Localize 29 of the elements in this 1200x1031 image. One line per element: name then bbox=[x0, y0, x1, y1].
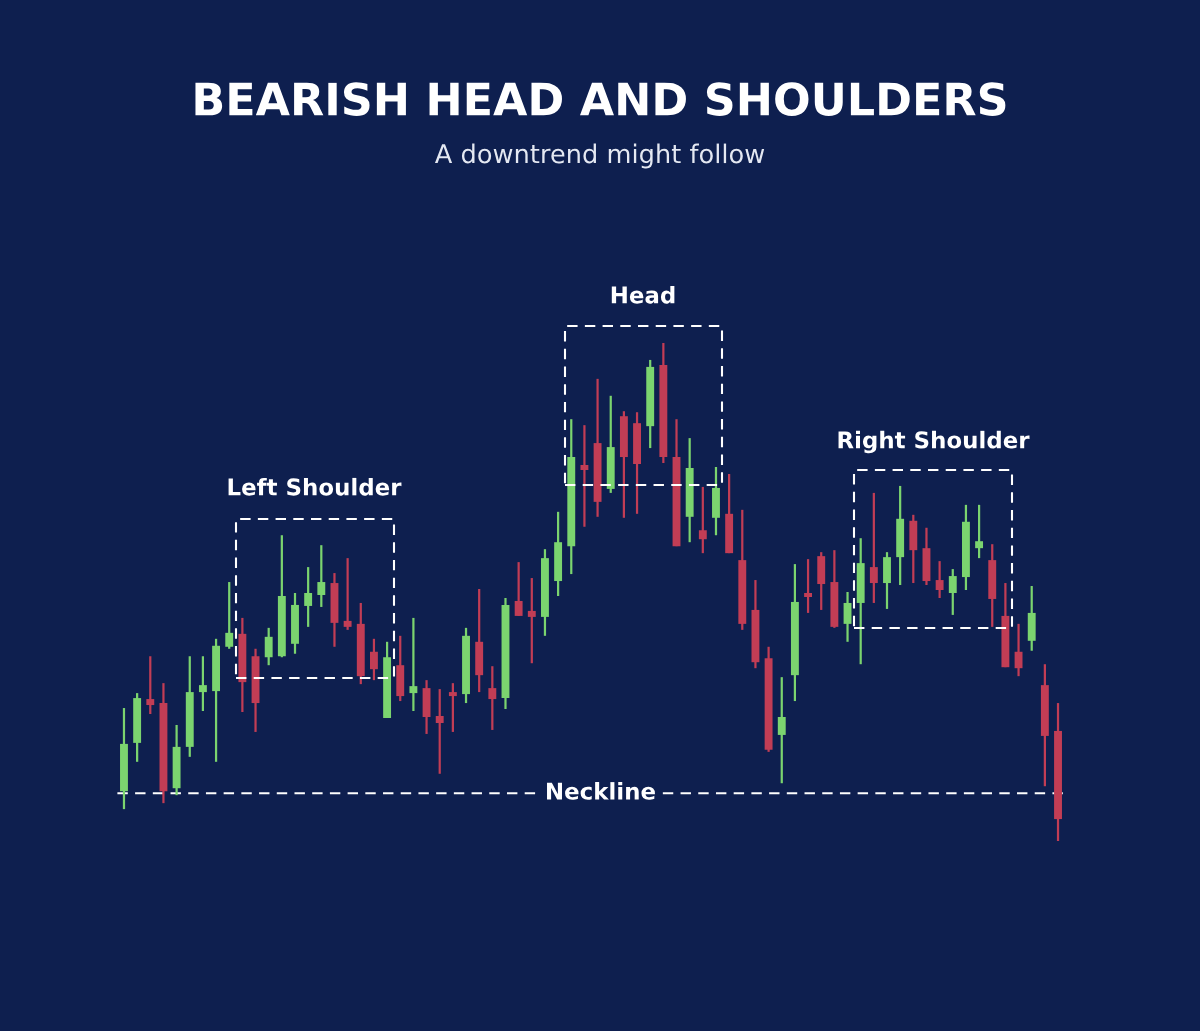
text: Head bbox=[611, 285, 675, 304]
candlestick bbox=[698, 485, 707, 555]
candlestick bbox=[304, 565, 313, 628]
candlestick bbox=[527, 576, 536, 665]
candlestick bbox=[264, 626, 273, 667]
candlestick bbox=[804, 558, 813, 615]
candlestick bbox=[448, 682, 457, 734]
chart-subtitle: A downtrend might follow bbox=[434, 143, 765, 169]
candlestick bbox=[869, 491, 878, 605]
annotation: Right Shoulder bbox=[838, 430, 1030, 454]
candlestick bbox=[1014, 622, 1023, 678]
candlestick bbox=[435, 688, 444, 775]
chart-title: BEARISH HEAD AND SHOULDERS bbox=[195, 82, 1006, 116]
candlestick bbox=[225, 580, 234, 650]
candlestick bbox=[488, 665, 497, 732]
annotation: Left Shoulder bbox=[228, 477, 402, 496]
candlestick bbox=[514, 561, 523, 618]
candlestick bbox=[580, 424, 589, 528]
candlestick bbox=[369, 637, 378, 682]
candlestick bbox=[146, 655, 155, 716]
ref-line-label: Neckline bbox=[547, 782, 655, 800]
candlestick bbox=[409, 616, 418, 713]
candlestick bbox=[317, 544, 326, 609]
candlestick bbox=[948, 567, 957, 617]
candlestick bbox=[935, 560, 944, 600]
candlestick bbox=[975, 503, 984, 560]
candlestick bbox=[777, 676, 786, 785]
candlestick bbox=[198, 655, 207, 713]
candlestick bbox=[343, 557, 352, 631]
